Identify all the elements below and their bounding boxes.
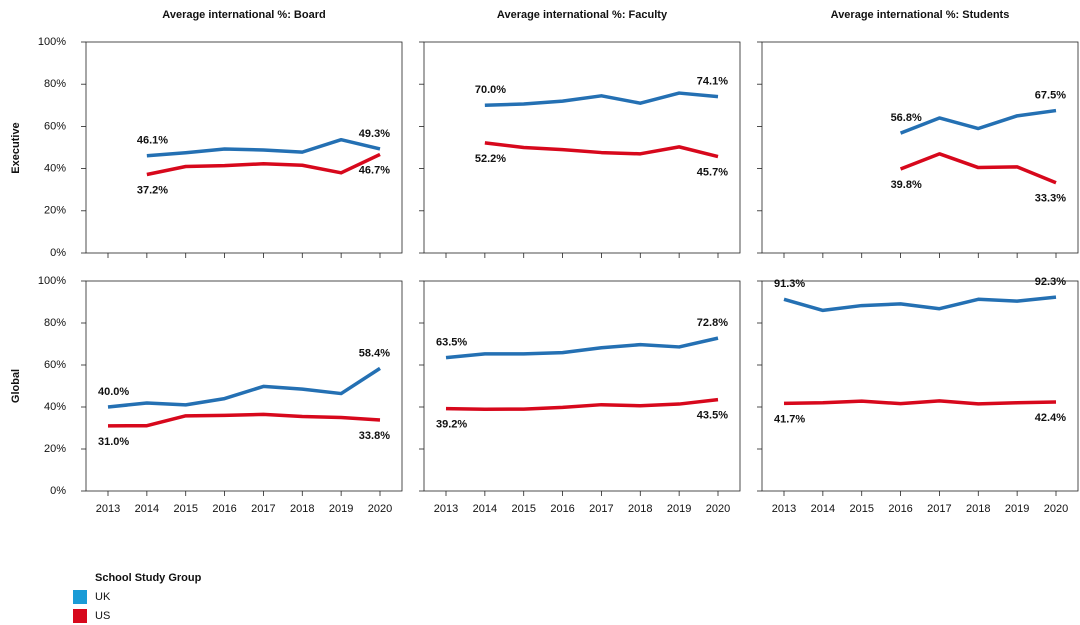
plot-frame (85, 41, 403, 254)
data-label: 58.4% (359, 347, 390, 359)
x-tick-label: 2013 (434, 503, 458, 515)
data-label: 31.0% (98, 436, 129, 448)
data-label: 43.5% (697, 410, 728, 422)
legend-label: UK (95, 591, 111, 603)
data-label: 49.3% (359, 128, 390, 140)
row-label: Executive (10, 122, 22, 173)
x-tick-label: 2015 (849, 503, 873, 515)
x-tick-label: 2019 (329, 503, 353, 515)
series-line (445, 397, 719, 412)
x-tick-label: 2015 (511, 503, 535, 515)
data-label: 41.7% (774, 413, 805, 425)
x-tick-label: 2013 (772, 503, 796, 515)
x-tick-label: 2019 (1005, 503, 1029, 515)
y-tick-label: 20% (44, 205, 66, 217)
x-tick-label: 2020 (368, 503, 392, 515)
series-line (107, 366, 381, 409)
series-line (107, 412, 381, 428)
data-label: 39.8% (891, 179, 922, 191)
legend-swatch (73, 590, 87, 604)
data-label: 52.2% (475, 153, 506, 165)
plot-frame (761, 41, 1079, 254)
data-label: 72.8% (697, 317, 728, 329)
y-tick-label: 60% (44, 359, 66, 371)
x-tick-label: 2020 (706, 503, 730, 515)
data-label: 42.4% (1035, 412, 1066, 424)
series-line (445, 336, 719, 360)
data-label: 92.3% (1035, 276, 1066, 288)
x-tick-label: 2017 (251, 503, 275, 515)
y-tick-label: 100% (38, 275, 66, 287)
data-label: 63.5% (436, 337, 467, 349)
data-label: 70.0% (475, 84, 506, 96)
series-line (146, 152, 381, 177)
legend-swatch (73, 609, 87, 623)
data-label: 46.1% (137, 135, 168, 147)
legend-label: US (95, 610, 110, 622)
x-tick-label: 2018 (966, 503, 990, 515)
legend-title: School Study Group (95, 572, 202, 584)
x-tick-label: 2016 (550, 503, 574, 515)
y-tick-label: 20% (44, 443, 66, 455)
data-label: 33.8% (359, 430, 390, 442)
y-tick-label: 40% (44, 401, 66, 413)
x-tick-label: 2013 (96, 503, 120, 515)
x-tick-label: 2019 (667, 503, 691, 515)
data-label: 74.1% (697, 76, 728, 88)
data-label: 45.7% (697, 166, 728, 178)
panel-title: Average international %: Faculty (497, 9, 668, 21)
panel-title: Average international %: Board (162, 9, 325, 21)
x-tick-label: 2017 (927, 503, 951, 515)
plot-frame (423, 280, 741, 492)
x-tick-label: 2015 (173, 503, 197, 515)
y-tick-label: 60% (44, 120, 66, 132)
x-tick-label: 2017 (589, 503, 613, 515)
y-tick-label: 40% (44, 163, 66, 175)
x-tick-label: 2018 (628, 503, 652, 515)
series-line (146, 137, 381, 158)
data-label: 46.7% (359, 164, 390, 176)
series-line (783, 295, 1057, 313)
y-tick-label: 80% (44, 317, 66, 329)
plot-frame (423, 41, 741, 254)
x-tick-label: 2020 (1044, 503, 1068, 515)
data-label: 67.5% (1035, 89, 1066, 101)
data-label: 91.3% (774, 278, 805, 290)
series-line (484, 91, 719, 108)
x-tick-label: 2014 (811, 503, 835, 515)
data-label: 33.3% (1035, 193, 1066, 205)
x-tick-label: 2016 (212, 503, 236, 515)
data-label: 56.8% (891, 112, 922, 124)
series-line (899, 152, 1057, 185)
y-tick-label: 0% (50, 247, 66, 259)
data-label: 37.2% (137, 184, 168, 196)
x-tick-label: 2014 (135, 503, 159, 515)
y-tick-label: 0% (50, 485, 66, 497)
plot-frame (761, 280, 1079, 492)
row-label: Global (10, 369, 22, 403)
x-tick-label: 2016 (888, 503, 912, 515)
data-label: 39.2% (436, 419, 467, 431)
x-tick-label: 2014 (473, 503, 497, 515)
series-line (899, 108, 1057, 135)
plot-frame (85, 280, 403, 492)
y-tick-label: 80% (44, 78, 66, 90)
y-tick-label: 100% (38, 36, 66, 48)
data-label: 40.0% (98, 386, 129, 398)
x-tick-label: 2018 (290, 503, 314, 515)
panel-title: Average international %: Students (831, 9, 1010, 21)
series-line (484, 141, 719, 159)
series-line (783, 399, 1057, 406)
